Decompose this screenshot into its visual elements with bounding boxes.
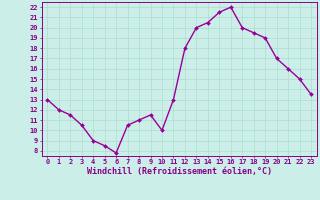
X-axis label: Windchill (Refroidissement éolien,°C): Windchill (Refroidissement éolien,°C) xyxy=(87,167,272,176)
